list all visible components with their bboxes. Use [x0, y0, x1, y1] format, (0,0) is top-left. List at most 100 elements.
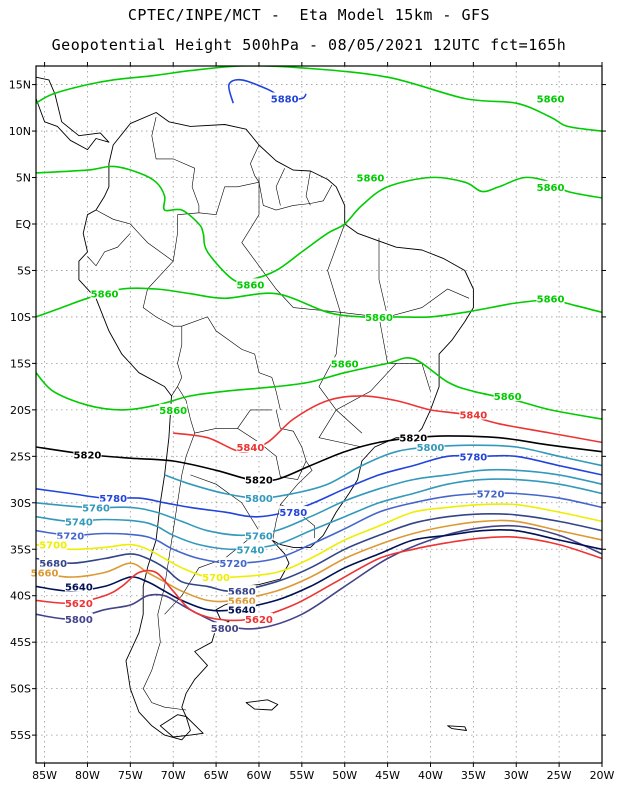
contour-label-5700: 5700 [39, 541, 67, 552]
border-peru-brazil [142, 260, 182, 327]
border-chile-argentina [142, 432, 195, 711]
contour-5860 [36, 357, 602, 420]
contour-label-5680: 5680 [228, 587, 256, 598]
lon-tick-label: 45W [375, 769, 400, 782]
contour-label-5680: 5680 [39, 559, 67, 570]
contour-label-bg [244, 473, 273, 485]
contour-label-bg [244, 612, 273, 624]
contour-label-bg [270, 92, 299, 104]
border-colombia-brazil [172, 214, 178, 262]
lon-tick-label: 40W [418, 769, 443, 782]
contour-label-5700: 5700 [202, 573, 230, 584]
contour-label-5780: 5780 [279, 508, 307, 519]
contour-label-bg [476, 487, 505, 499]
contour-5740 [36, 478, 602, 551]
lon-tick-label: 70W [161, 769, 186, 782]
contour-label-bg [159, 403, 188, 415]
border-brazil-states-3 [378, 237, 470, 318]
border-colombia-venezuela [151, 117, 200, 215]
border-uruguay-argentina [272, 504, 281, 541]
contour-label-bg [210, 622, 239, 634]
contour-label-5800: 5800 [245, 494, 273, 505]
contour-5660 [36, 519, 602, 603]
lat-tick-label: 5S [17, 264, 31, 277]
contour-label-5860: 5860 [91, 290, 119, 301]
contour-label-bg [330, 357, 359, 369]
lon-tick-label: 20W [590, 769, 615, 782]
contour-label-bg [244, 529, 273, 541]
contour-label-bg [536, 92, 565, 104]
chart-title-line2: Geopotential Height 500hPa - 08/05/2021 … [51, 36, 567, 54]
plot-frame [35, 65, 603, 764]
contour-label-bg [536, 292, 565, 304]
chart-title-line1: CPTEC/INPE/MCT - Eta Model 15km - GFS [127, 6, 491, 24]
contour-label-bg [73, 448, 102, 460]
contour-label-bg [30, 566, 59, 578]
contour-5880 [227, 78, 307, 104]
contour-label-5620: 5620 [65, 599, 93, 610]
contour-5860 [36, 287, 602, 319]
contour-5700 [36, 503, 602, 579]
contour-label-5860: 5860 [537, 294, 565, 305]
lat-tick-label: 15N [9, 79, 31, 92]
contour-label-5800: 5800 [417, 443, 445, 454]
border-suriname-guiana [305, 170, 311, 206]
contour-label-5860: 5860 [537, 183, 565, 194]
contour-label-5620: 5620 [245, 615, 273, 626]
contour-label-bg [64, 597, 93, 609]
contour-label-5860: 5860 [331, 359, 359, 370]
contour-label-bg [365, 310, 394, 322]
contour-label-5820: 5820 [74, 450, 102, 461]
contour-label-bg [64, 612, 93, 624]
lat-tick-label: 35S [10, 543, 31, 556]
contour-label-bg [99, 492, 128, 504]
border-bolivia-chile [177, 386, 195, 434]
contour-5680 [36, 512, 602, 592]
lon-tick-label: 35W [461, 769, 486, 782]
contour-label-bg [536, 180, 565, 192]
border-ecuador-peru [87, 233, 131, 267]
contour-label-5780: 5780 [99, 494, 127, 505]
contour-label-bg [236, 441, 265, 453]
border-paraguay-argentina [237, 428, 307, 480]
lat-tick-label: 5N [16, 172, 31, 185]
contour-label-bg [39, 557, 68, 569]
lat-tick-label: 25S [10, 450, 31, 463]
contour-label-5720: 5720 [56, 531, 84, 542]
contour-label-bg [56, 529, 85, 541]
lon-tick-label: 65W [204, 769, 229, 782]
border-brazil-states-4 [318, 363, 397, 448]
contour-label-bg [399, 431, 428, 443]
contour-label-5860: 5860 [494, 392, 522, 403]
lon-tick-label: 50W [332, 769, 357, 782]
contour-label-5860: 5860 [159, 406, 187, 417]
contour-label-5860: 5860 [357, 174, 385, 185]
contour-label-bg [64, 515, 93, 527]
contour-label-bg [227, 594, 256, 606]
contour-label-5760: 5760 [245, 531, 273, 542]
lon-tick-label: 25W [547, 769, 572, 782]
contour-label-5780: 5780 [459, 452, 487, 463]
coastline-falkland-islands [245, 699, 279, 711]
contour-label-bg [64, 580, 93, 592]
contour-label-5840: 5840 [236, 443, 264, 454]
contour-label-5800: 5800 [65, 615, 93, 626]
contour-5640 [36, 528, 602, 612]
contour-5820 [36, 435, 602, 482]
contour-label-5660: 5660 [228, 596, 256, 607]
border-paraguay-brazil [275, 409, 307, 462]
lat-tick-label: 10N [9, 125, 31, 138]
lat-tick-label: 55S [10, 729, 31, 742]
coastline-tierra-del-fuego [159, 714, 204, 738]
contour-label-bg [356, 171, 385, 183]
contour-label-5640: 5640 [65, 582, 93, 593]
lon-tick-label: 85W [32, 769, 57, 782]
contour-label-5840: 5840 [459, 411, 487, 422]
contour-label-bg [459, 450, 488, 462]
contour-label-bg [279, 506, 308, 518]
contour-label-5860: 5860 [365, 313, 393, 324]
lon-tick-label: 55W [289, 769, 314, 782]
lat-tick-label: 40S [10, 590, 31, 603]
contour-label-5820: 5820 [399, 434, 427, 445]
contour-label-bg [82, 501, 111, 513]
